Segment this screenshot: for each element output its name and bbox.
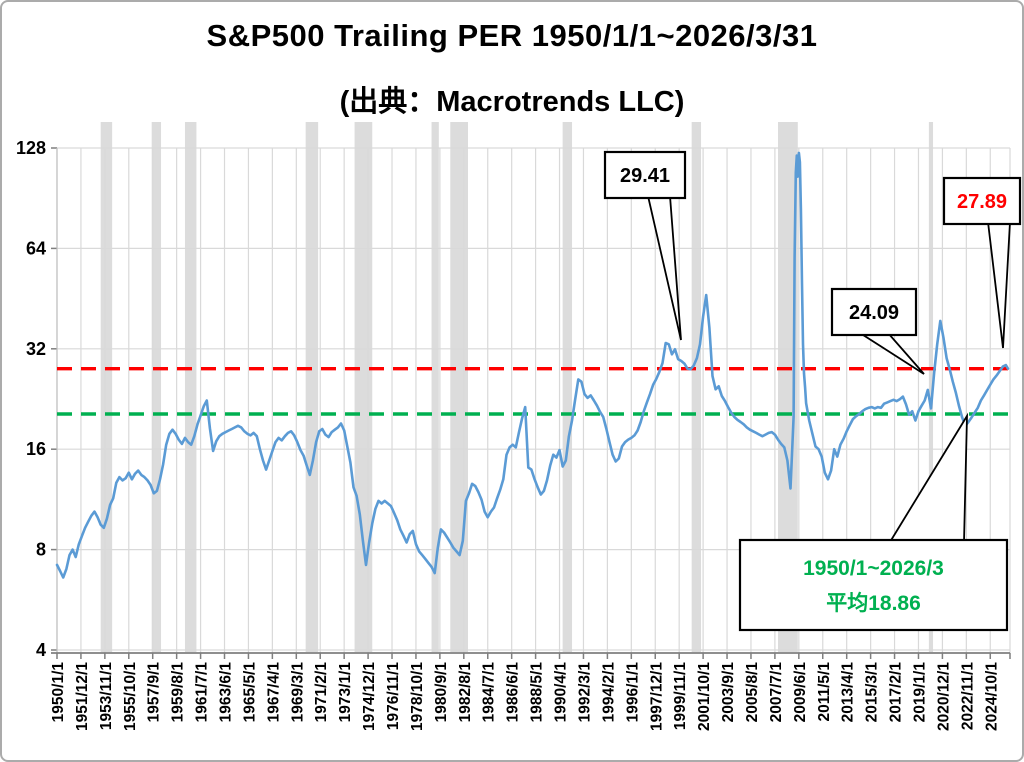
y-axis-label: 16: [26, 439, 46, 459]
x-axis-label: 1992/3/1: [576, 662, 593, 723]
x-axis-label: 2003/9/1: [720, 662, 737, 723]
x-axis-label: 1988/5/1: [529, 662, 546, 723]
x-axis-label: 2019/1/1: [911, 662, 928, 723]
x-axis-label: 1999/11/1: [672, 662, 689, 730]
x-axis-label: 2009/6/1: [792, 662, 809, 723]
x-axis-label: 1978/10/1: [409, 662, 426, 731]
note-line: 平均18.86: [826, 591, 921, 615]
note-box: [738, 538, 1009, 632]
x-axis-label: 2011/5/1: [816, 662, 833, 722]
x-axis-label: 2017/2/1: [888, 662, 905, 723]
x-axis-label: 1971/2/1: [313, 662, 330, 723]
x-axis-label: 2001/10/1: [696, 662, 713, 731]
y-axis-label: 64: [26, 238, 46, 258]
x-axis-label: 1974/12/1: [361, 662, 378, 731]
x-axis-label: 1980/9/1: [433, 662, 450, 723]
recession-band: [305, 122, 319, 652]
y-axis-label: 32: [26, 339, 46, 359]
x-axis-label: 2022/11/1: [959, 662, 976, 730]
x-axis-label: 2020/12/1: [935, 662, 952, 731]
x-axis-label: 1997/12/1: [648, 662, 665, 731]
x-axis-label: 1976/11/1: [385, 662, 402, 730]
y-axis-label: 128: [16, 138, 46, 158]
x-axis-label: 1986/6/1: [505, 662, 522, 723]
x-axis-label: 1973/1/1: [337, 662, 354, 723]
recession-band: [778, 122, 798, 652]
callout-label: 27.89: [957, 191, 1007, 213]
x-axis-label: 1950/1/1: [50, 662, 67, 723]
note-line: 1950/1~2026/3: [803, 557, 944, 580]
x-axis-label: 2015/3/1: [864, 662, 881, 723]
per-curve: [55, 151, 1010, 579]
callout-tail: [986, 221, 1011, 349]
x-axis-label: 1969/3/1: [289, 662, 306, 723]
note-tail: [888, 412, 968, 543]
recession-band: [354, 122, 373, 652]
x-axis-label: 1967/4/1: [265, 662, 282, 723]
recession-band: [691, 122, 702, 652]
recession-band: [928, 122, 934, 652]
x-axis-label: 1963/6/1: [218, 662, 235, 723]
x-axis-label: 1951/12/1: [74, 662, 91, 731]
x-axis-label: 1982/8/1: [457, 662, 474, 723]
recession-band: [151, 122, 162, 652]
x-axis-label: 1953/11/1: [98, 662, 115, 730]
x-axis-label: 1990/4/1: [553, 662, 570, 723]
x-axis-label: 2007/7/1: [768, 662, 785, 723]
x-axis-label: 1984/7/1: [481, 662, 498, 723]
callout-box: [603, 150, 687, 200]
x-axis-label: 1994/2/1: [600, 662, 617, 723]
x-axis-label: 2013/4/1: [840, 662, 857, 723]
chart-title: S&P500 Trailing PER 1950/1/1~2026/3/31: [206, 18, 818, 53]
callout-label: 29.41: [620, 165, 670, 187]
callout-tail: [856, 332, 925, 375]
x-axis-label: 1955/10/1: [122, 662, 139, 731]
x-axis-label: 1959/8/1: [170, 662, 187, 723]
y-axis-label: 8: [36, 540, 46, 560]
x-axis-label: 2005/8/1: [744, 662, 761, 723]
x-axis-label: 2024/10/1: [983, 662, 1000, 731]
recession-band: [184, 122, 197, 652]
callout-tail: [646, 195, 682, 341]
x-axis-label: 1961/7/1: [194, 662, 211, 723]
recession-band: [562, 122, 573, 652]
recession-band: [100, 122, 113, 652]
callout-box: [830, 287, 918, 337]
x-axis-label: 1957/9/1: [146, 662, 163, 723]
recession-band: [431, 122, 439, 652]
callout-box: [942, 176, 1022, 226]
x-axis-label: 1965/5/1: [241, 662, 258, 723]
chart-subtitle: (出典：Macrotrends LLC): [339, 86, 685, 118]
y-axis-label: 4: [36, 640, 46, 660]
x-axis-label: 1996/1/1: [624, 662, 641, 723]
callout-label: 24.09: [849, 302, 899, 324]
recession-band: [450, 122, 468, 652]
